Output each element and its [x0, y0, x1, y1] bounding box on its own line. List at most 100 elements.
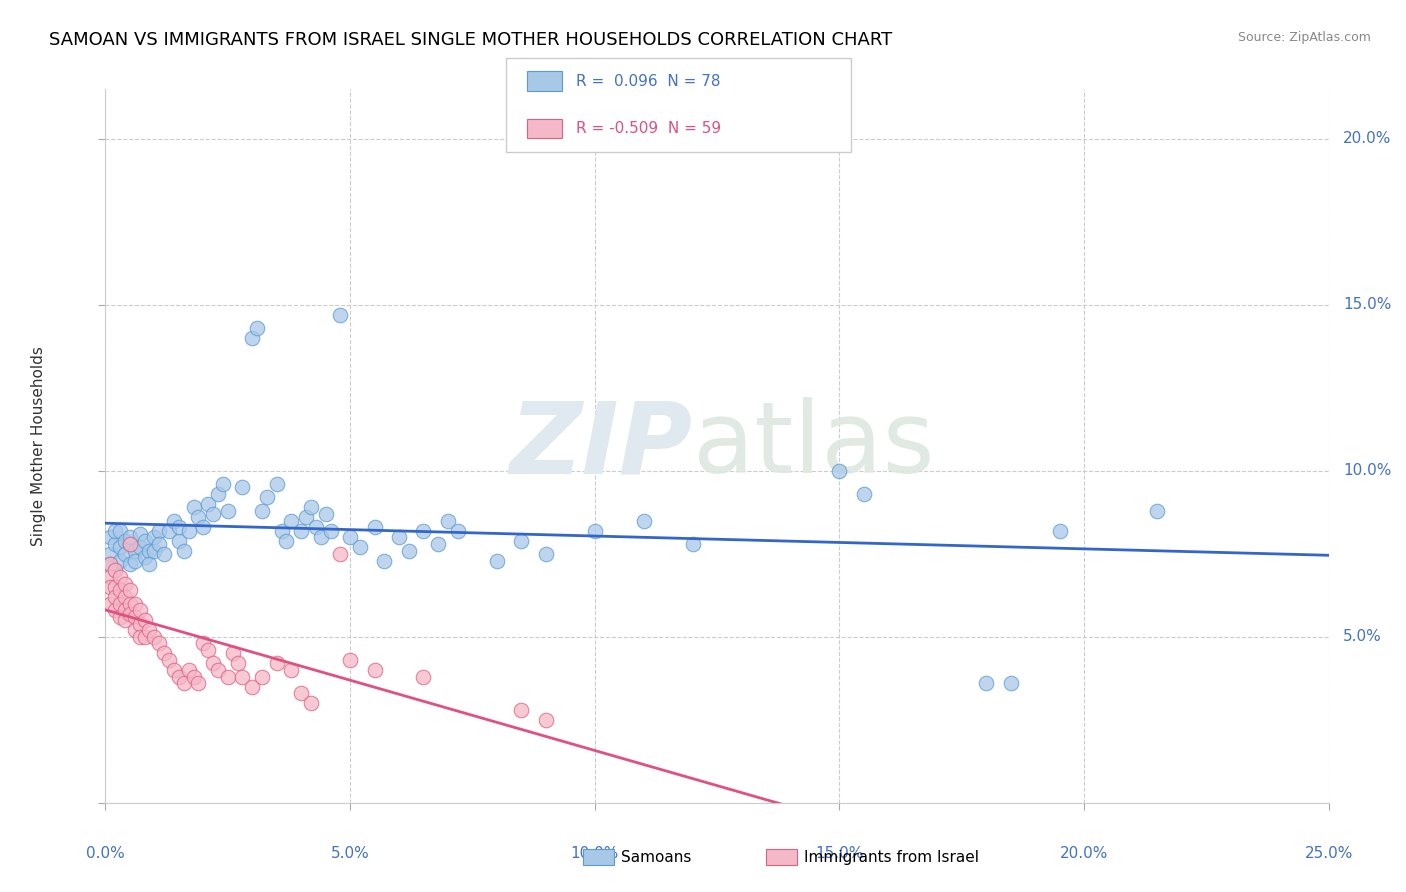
Point: [1146, 504, 1168, 518]
Point: [124, 624, 146, 638]
Point: [134, 533, 156, 548]
Point: [280, 514, 302, 528]
Text: 5.0%: 5.0%: [1343, 630, 1382, 644]
Point: [124, 610, 146, 624]
Point: [266, 657, 288, 671]
Point: [108, 610, 131, 624]
Point: [148, 636, 170, 650]
Point: [124, 543, 146, 558]
Point: [309, 530, 332, 544]
Point: [153, 547, 176, 561]
Text: R =  0.096  N = 78: R = 0.096 N = 78: [576, 74, 721, 88]
Point: [437, 514, 460, 528]
Text: R = -0.509  N = 59: R = -0.509 N = 59: [576, 121, 721, 136]
Point: [319, 524, 342, 538]
Point: [217, 670, 239, 684]
Point: [240, 680, 263, 694]
Point: [1000, 676, 1022, 690]
Point: [114, 533, 136, 548]
Point: [412, 524, 434, 538]
Point: [124, 597, 146, 611]
Point: [534, 547, 557, 561]
Point: [363, 520, 385, 534]
Point: [104, 590, 127, 604]
Point: [339, 530, 361, 544]
Point: [108, 583, 131, 598]
Point: [231, 481, 253, 495]
Point: [266, 477, 288, 491]
Point: [118, 597, 141, 611]
Text: Source: ZipAtlas.com: Source: ZipAtlas.com: [1237, 31, 1371, 45]
Point: [128, 540, 150, 554]
Point: [118, 537, 141, 551]
Point: [153, 647, 176, 661]
Point: [187, 676, 209, 690]
Point: [256, 491, 278, 505]
Text: 20.0%: 20.0%: [1343, 131, 1392, 146]
Text: 20.0%: 20.0%: [1060, 846, 1108, 861]
Point: [280, 663, 302, 677]
Point: [363, 663, 385, 677]
Point: [299, 696, 322, 710]
Point: [276, 533, 298, 548]
Point: [197, 643, 219, 657]
Point: [173, 676, 195, 690]
Point: [148, 524, 170, 538]
Text: 10.0%: 10.0%: [571, 846, 619, 861]
Point: [114, 576, 136, 591]
Point: [231, 670, 253, 684]
Point: [398, 543, 420, 558]
Point: [148, 537, 170, 551]
Point: [104, 537, 127, 551]
Point: [447, 524, 470, 538]
Point: [633, 514, 655, 528]
Point: [221, 647, 243, 661]
Point: [118, 537, 141, 551]
Point: [329, 308, 352, 322]
Point: [138, 557, 160, 571]
Point: [138, 624, 160, 638]
Point: [134, 613, 156, 627]
Point: [138, 543, 160, 558]
Point: [143, 530, 166, 544]
Point: [98, 557, 121, 571]
Point: [128, 616, 150, 631]
Point: [1049, 524, 1071, 538]
Point: [388, 530, 411, 544]
Text: 15.0%: 15.0%: [1343, 297, 1392, 312]
Point: [143, 630, 166, 644]
Text: 10.0%: 10.0%: [1343, 463, 1392, 478]
Point: [104, 603, 127, 617]
Point: [134, 550, 156, 565]
Point: [295, 510, 318, 524]
Point: [104, 564, 127, 578]
Point: [485, 553, 508, 567]
Point: [118, 557, 141, 571]
Point: [118, 607, 141, 621]
Point: [349, 540, 371, 554]
Point: [373, 553, 395, 567]
Point: [173, 543, 195, 558]
Point: [104, 564, 127, 578]
Point: [157, 524, 180, 538]
Point: [118, 583, 141, 598]
Point: [315, 507, 337, 521]
Point: [114, 590, 136, 604]
Text: 25.0%: 25.0%: [1305, 846, 1353, 861]
Point: [98, 570, 121, 584]
Point: [510, 533, 533, 548]
Point: [202, 657, 225, 671]
Point: [852, 487, 875, 501]
Point: [339, 653, 361, 667]
Point: [108, 553, 131, 567]
Point: [246, 321, 269, 335]
Point: [114, 613, 136, 627]
Point: [290, 524, 312, 538]
Point: [212, 477, 235, 491]
Point: [427, 537, 450, 551]
Point: [98, 557, 121, 571]
Point: [124, 553, 146, 567]
Point: [183, 670, 205, 684]
Text: 15.0%: 15.0%: [815, 846, 863, 861]
Point: [128, 630, 150, 644]
